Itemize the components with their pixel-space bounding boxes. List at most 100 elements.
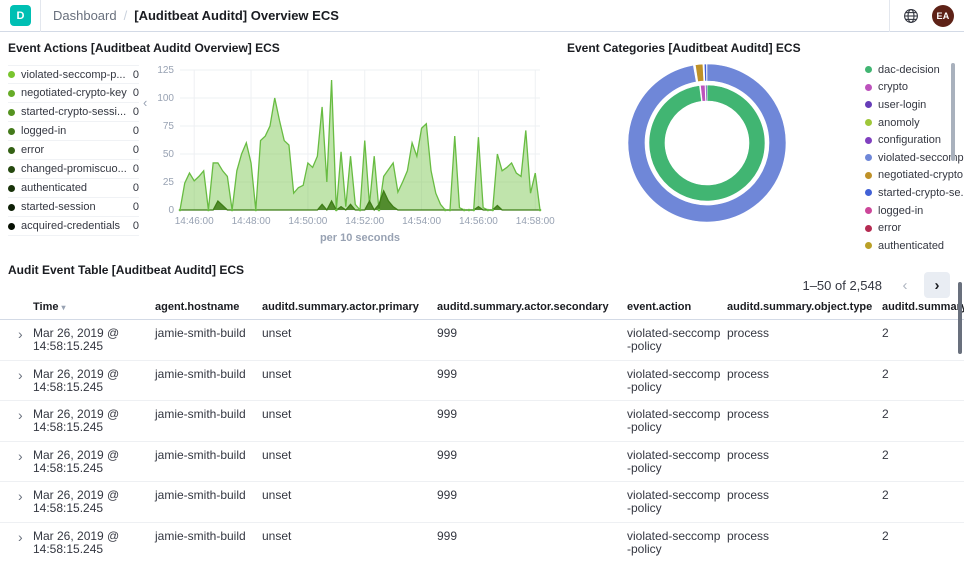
row-expand-icon[interactable]: › [18,447,23,464]
donut-slice-violated-seccomp-policy[interactable] [627,63,787,223]
legend-collapse-icon[interactable]: ‹ [143,95,148,110]
table-scrollbar[interactable] [958,282,962,354]
event-categories-donut-chart [627,63,787,223]
app-logo[interactable]: D [10,5,31,26]
next-page-button[interactable]: › [924,272,950,298]
legend-label: configuration [878,134,941,147]
category-legend-item-logged-in[interactable]: logged-in [865,202,947,220]
table-row: › Mar 26, 2019 @ 14:58:15.245 jamie-smith-… [0,361,964,401]
legend-label: crypto [878,81,908,94]
row-expand-icon[interactable]: › [18,488,23,504]
category-legend-item-authenticated[interactable]: authenticated [865,237,947,255]
action-legend-item-logged-in[interactable]: logged-in 0 [8,122,139,141]
column-header-actor_secondary[interactable]: auditd.summary.actor.secondary [437,301,609,313]
row-expand-icon[interactable]: › [18,407,23,423]
cell-summary: 2 [882,326,889,340]
column-header-action[interactable]: event.action [627,301,692,313]
legend-dot-icon [865,154,872,162]
cell-hostname: jamie-smith-build [155,528,246,543]
action-legend-item-started-session[interactable]: started-session 0 [8,198,139,217]
legend-dot-icon [8,146,15,154]
svg-text:75: 75 [163,121,175,132]
legend-value: 0 [132,125,139,137]
legend-label: violated-seccomp... [878,151,964,164]
cell-action: violated-seccomp-policy [627,407,721,435]
cell-summary: 2 [882,447,889,462]
table-row: › Mar 26, 2019 @ 14:58:15.245 jamie-smith-… [0,401,964,442]
svg-text:14:48:00: 14:48:00 [232,216,271,227]
action-legend-item-error[interactable]: error 0 [8,141,139,160]
audit-table-title: Audit Event Table [Auditbeat Auditd] ECS [8,263,244,277]
category-legend-item-started-crypto-se[interactable]: started-crypto-se... [865,184,964,202]
cell-actor_secondary: 999 [437,528,458,543]
cell-action: violated-seccomp-policy [627,447,721,475]
cell-actor_primary: unset [262,407,292,421]
donut-slice-started-crypto-session[interactable] [703,63,707,82]
donut-slice-negotiated-crypto-key[interactable] [694,63,705,83]
legend-value: 0 [132,106,139,118]
breadcrumb: Dashboard / [Auditbeat Auditd] Overview … [53,8,339,23]
event-actions-area-chart: 0 25 50 75 100 125 14:46:00 14:48:00 14:50:00 14:… [157,65,555,244]
action-legend-item-violated-seccomp-p[interactable]: violated-seccomp-p... 0 [8,65,139,84]
globe-icon[interactable] [898,3,924,29]
prev-page-button[interactable]: ‹ [902,276,908,294]
cell-actor_secondary: 999 [437,366,458,381]
event-categories-legend: dac-decision crypto user-login anomoly confi… [865,61,964,255]
cell-summary: 2 [882,488,889,502]
cell-object_type: process [727,447,770,462]
legend-dot-icon [865,189,872,197]
category-legend-item-crypto[interactable]: crypto [865,79,947,97]
legend-label: user-login [878,98,927,111]
column-header-object_type[interactable]: auditd.summary.object.type [727,301,873,313]
cell-action: violated-seccomp-policy [627,488,721,516]
row-expand-icon[interactable]: › [18,366,23,383]
legend-dot-icon [865,171,872,179]
cell-actor_secondary: 999 [437,407,458,421]
table-row: › Mar 26, 2019 @ 14:58:15.245 jamie-smith-… [0,442,964,482]
action-legend-item-changed-promiscuo[interactable]: changed-promiscuo... 0 [8,160,139,179]
svg-text:per 10 seconds: per 10 seconds [320,232,400,244]
donut-slice-dac-decision[interactable] [648,84,766,202]
action-legend-item-started-crypto-sessi[interactable]: started-crypto-sessi... 0 [8,103,139,122]
user-avatar[interactable]: EA [932,5,954,27]
category-legend-item-violated-seccomp[interactable]: violated-seccomp... [865,149,964,167]
sort-desc-icon: ▾ [61,303,66,312]
breadcrumb-separator: / [123,8,128,23]
cell-action: violated-seccomp-policy [627,528,721,556]
legend-label: authenticated [878,239,945,252]
legend-scrollbar[interactable] [951,63,955,161]
category-legend-item-user-login[interactable]: user-login [865,96,947,114]
cell-summary: 2 [882,366,889,381]
donut-slice-crypto[interactable] [700,84,706,102]
svg-text:14:54:00: 14:54:00 [402,216,441,227]
column-header-hostname[interactable]: agent.hostname [155,301,240,313]
row-expand-icon[interactable]: › [18,528,23,545]
cell-actor_secondary: 999 [437,447,458,462]
event-actions-title: Event Actions [Auditbeat Auditd Overview… [8,41,280,55]
donut-slice-user-login[interactable] [705,84,708,102]
category-legend-item-anomoly[interactable]: anomoly [865,114,947,132]
action-legend-item-acquired-credentials[interactable]: acquired-credentials 0 [8,217,139,236]
legend-label: violated-seccomp-p... [21,68,126,81]
category-legend-item-configuration[interactable]: configuration [865,131,947,149]
legend-label: acquired-credentials [21,220,121,232]
legend-dot-icon [865,136,872,144]
row-expand-icon[interactable]: › [18,326,23,342]
cell-hostname: jamie-smith-build [155,366,246,381]
pagination-range: 1–50 of 2,548 [802,277,882,293]
breadcrumb-dashboard-link[interactable]: Dashboard [53,8,117,23]
legend-dot-icon [865,207,872,215]
topbar-right-divider [889,0,890,32]
cell-object_type: process [727,326,770,340]
audit-event-table-panel: Audit Event Table [Auditbeat Auditd] ECS… [0,254,964,561]
column-header-summary[interactable]: auditd.summary [882,301,964,313]
table-row: › Mar 26, 2019 @ 14:58:15.245 jamie-smith-… [0,523,964,561]
category-legend-item-negotiated-crypto[interactable]: negotiated-crypto... [865,167,964,185]
column-header-actor_primary[interactable]: auditd.summary.actor.primary [262,301,419,313]
action-legend-item-negotiated-crypto-key[interactable]: negotiated-crypto-key 0 [8,84,139,103]
column-header-time[interactable]: Time ▾ [33,301,66,313]
action-legend-item-authenticated[interactable]: authenticated 0 [8,179,139,198]
category-legend-item-error[interactable]: error [865,219,947,237]
legend-label: changed-promiscuo... [21,163,127,175]
category-legend-item-dac-decision[interactable]: dac-decision [865,61,947,79]
